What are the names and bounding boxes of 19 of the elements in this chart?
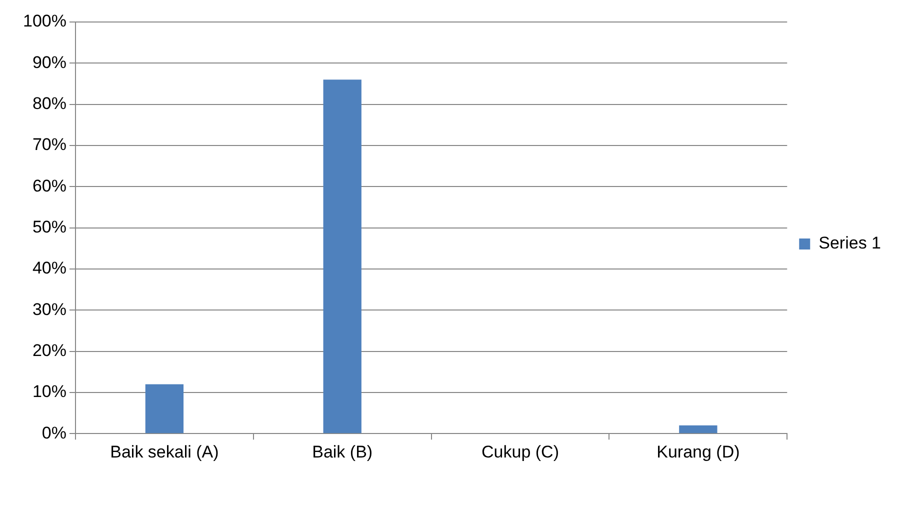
y-tick-label: 100% [22,12,66,31]
y-tick-label: 0% [42,423,66,442]
x-tick-label: Baik (B) [312,442,373,462]
x-tick-label: Kurang (D) [656,442,740,462]
legend-label: Series 1 [818,234,882,253]
y-tick-label: 50% [32,217,66,236]
y-tick-label: 60% [32,176,66,196]
y-tick-label: 70% [32,135,66,154]
y-tick-label: 10% [32,382,66,402]
bar [145,384,184,434]
x-tick-label: Cukup (C) [482,442,559,462]
bar [323,80,362,434]
x-tick-label: Baik sekali (A) [110,442,219,462]
y-tick-label: 80% [32,94,66,114]
bar [679,425,718,434]
y-tick-label: 40% [32,258,66,278]
y-tick-label: 90% [32,52,66,72]
y-tick-label: 20% [32,340,66,360]
y-tick-label: 30% [32,300,66,319]
